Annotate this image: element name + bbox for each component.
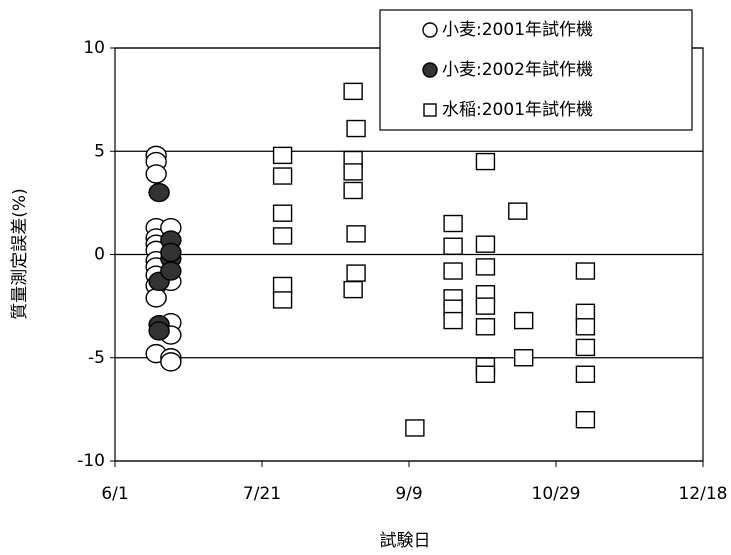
point [475, 365, 496, 383]
point [272, 204, 293, 222]
point [443, 237, 463, 255]
point [443, 262, 463, 280]
x-tick-label: 12/18 [679, 484, 728, 504]
x-tick-label: 10/29 [532, 484, 581, 504]
point [272, 276, 293, 295]
point [475, 235, 496, 253]
point [272, 146, 293, 165]
point [575, 318, 596, 336]
x-tick-label: 7/21 [243, 484, 281, 504]
point [145, 288, 167, 308]
y-tick-label: -5 [88, 348, 105, 368]
x-tick-label: 6/1 [101, 484, 128, 504]
point [513, 311, 534, 330]
legend-marker [422, 62, 438, 78]
y-axis-label: 質量測定誤差(%) [10, 188, 30, 319]
legend-marker [422, 22, 438, 38]
point [343, 82, 363, 101]
point [575, 365, 596, 383]
point [346, 119, 366, 138]
point [575, 338, 596, 357]
x-axis-label: 試験日 [380, 531, 431, 551]
point [575, 411, 596, 429]
legend-marker [423, 103, 437, 117]
point [148, 321, 170, 341]
point [475, 318, 496, 336]
point [272, 167, 293, 185]
point [160, 261, 182, 281]
point [272, 227, 293, 245]
point [475, 258, 496, 276]
point [145, 164, 167, 184]
point [346, 264, 366, 282]
point [343, 280, 363, 299]
point [160, 352, 182, 372]
y-tick-label: 0 [94, 245, 105, 265]
point [575, 303, 596, 322]
point [343, 181, 363, 200]
point [346, 225, 366, 243]
point [148, 182, 170, 203]
point [443, 214, 463, 233]
x-tick-label: 9/9 [395, 484, 422, 504]
legend-label: 小麦:2001年試作機 [442, 20, 593, 40]
point [475, 297, 496, 315]
point [513, 349, 534, 367]
point [160, 242, 182, 263]
point [575, 262, 596, 280]
point [405, 419, 425, 437]
legend-label: 小麦:2002年試作機 [442, 60, 593, 80]
point [272, 291, 293, 309]
y-tick-label: 5 [94, 141, 105, 161]
point [343, 163, 363, 181]
y-tick-label: -10 [77, 451, 105, 471]
point [443, 311, 463, 330]
legend-label: 水稲:2001年試作機 [442, 100, 593, 120]
point [508, 202, 528, 220]
point [475, 152, 496, 171]
y-tick-label: 10 [83, 38, 105, 58]
